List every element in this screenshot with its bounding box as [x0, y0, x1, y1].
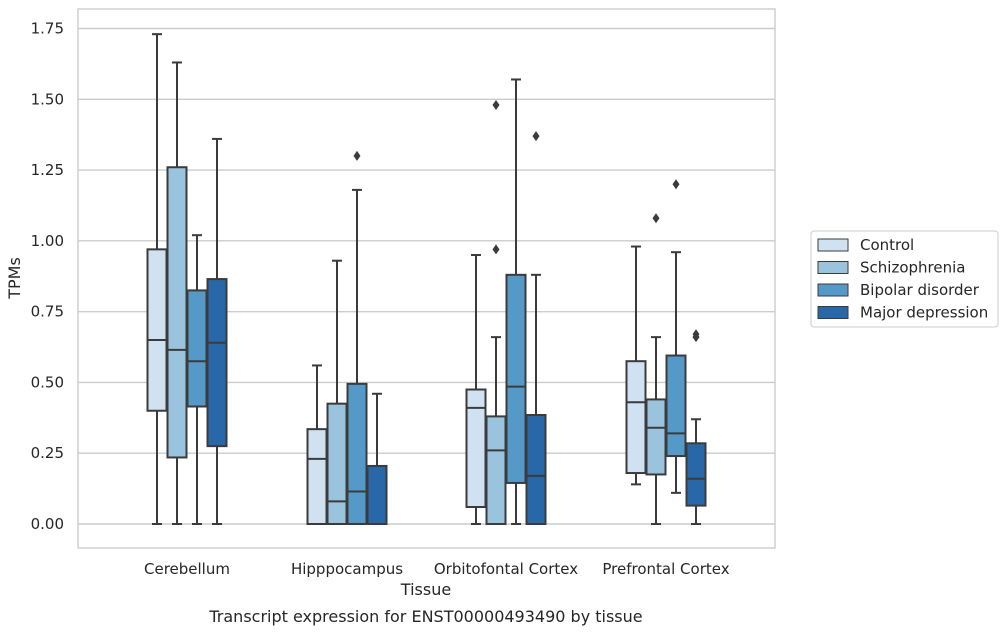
outlier-point — [652, 213, 660, 224]
box-body — [206, 278, 228, 448]
legend-frame — [810, 230, 999, 328]
legend: Control Schizophrenia Bipolar disorder Majo… — [810, 230, 999, 328]
box-body — [485, 415, 507, 525]
box-body — [366, 464, 388, 526]
box — [625, 245, 647, 486]
y-tick-label: 0.50 — [31, 373, 64, 391]
legend-label: Schizophrenia — [860, 259, 965, 277]
box-body — [505, 273, 527, 484]
outlier-point — [353, 150, 361, 161]
box — [685, 329, 707, 525]
y-tick-label: 1.00 — [31, 232, 64, 250]
x-axis-title: Tissue — [400, 580, 451, 599]
legend-label: Bipolar disorder — [860, 281, 980, 299]
box-body — [665, 354, 687, 458]
box — [525, 131, 547, 525]
y-tick-labels: 0.00 0.25 0.50 0.75 1.00 1.25 1.50 1.75 — [31, 20, 64, 534]
legend-swatch — [817, 238, 849, 252]
y-tick-label: 1.50 — [31, 90, 64, 108]
box — [306, 364, 328, 526]
box — [326, 259, 348, 525]
outlier-point — [492, 244, 500, 255]
series-bipolar-disorder — [186, 78, 687, 526]
box — [206, 137, 228, 525]
series-control — [146, 33, 647, 526]
y-axis-title: TPMs — [5, 257, 24, 300]
legend-item: Control — [817, 236, 914, 254]
box-body — [525, 413, 547, 525]
box-series — [146, 33, 707, 526]
x-tick-label: Cerebellum — [144, 560, 230, 578]
legend-label: Major depression — [860, 304, 988, 322]
y-tick-label: 0.00 — [31, 515, 64, 533]
outlier-point — [692, 329, 700, 340]
legend-swatch — [817, 261, 849, 274]
box-body — [685, 442, 707, 507]
legend-swatch — [817, 306, 849, 319]
x-tick-label: Prefrontal Cortex — [602, 560, 729, 578]
box — [146, 33, 168, 525]
box-body — [625, 360, 647, 475]
box — [346, 150, 368, 526]
chart-caption: Transcript expression for ENST0000049349… — [208, 607, 642, 626]
outlier-point — [532, 131, 540, 142]
outlier-point — [492, 99, 500, 110]
box — [645, 213, 667, 525]
box — [465, 254, 487, 525]
y-tick-label: 1.25 — [31, 161, 64, 179]
box-body — [306, 428, 328, 526]
legend-item: Major depression — [817, 304, 988, 322]
x-tick-label: Orbitofontal Cortex — [434, 560, 578, 578]
legend-item: Bipolar disorder — [817, 281, 980, 299]
box-body — [146, 248, 168, 412]
y-tick-label: 0.75 — [31, 303, 64, 321]
series-schizophrenia — [166, 61, 667, 525]
box — [485, 99, 507, 525]
box — [186, 234, 208, 525]
legend-item: Schizophrenia — [817, 259, 965, 277]
legend-label: Control — [860, 236, 914, 254]
box-body — [346, 382, 368, 526]
x-tick-label: Hipppocampus — [291, 560, 403, 578]
box — [366, 392, 388, 526]
box-body — [186, 289, 208, 408]
box-body — [645, 398, 667, 476]
series-major-depression — [206, 131, 707, 526]
box — [505, 78, 527, 525]
box — [166, 61, 188, 525]
outlier-point — [672, 179, 680, 190]
box-body — [166, 166, 188, 459]
box — [665, 179, 687, 494]
plot-frame — [77, 8, 776, 549]
box-body — [326, 402, 348, 525]
y-tick-label: 0.25 — [31, 444, 64, 462]
legend-swatch — [817, 283, 849, 297]
x-tick-labels: Cerebellum Hipppocampus Orbitofontal Corte… — [144, 560, 730, 578]
y-tick-label: 1.75 — [31, 20, 64, 38]
